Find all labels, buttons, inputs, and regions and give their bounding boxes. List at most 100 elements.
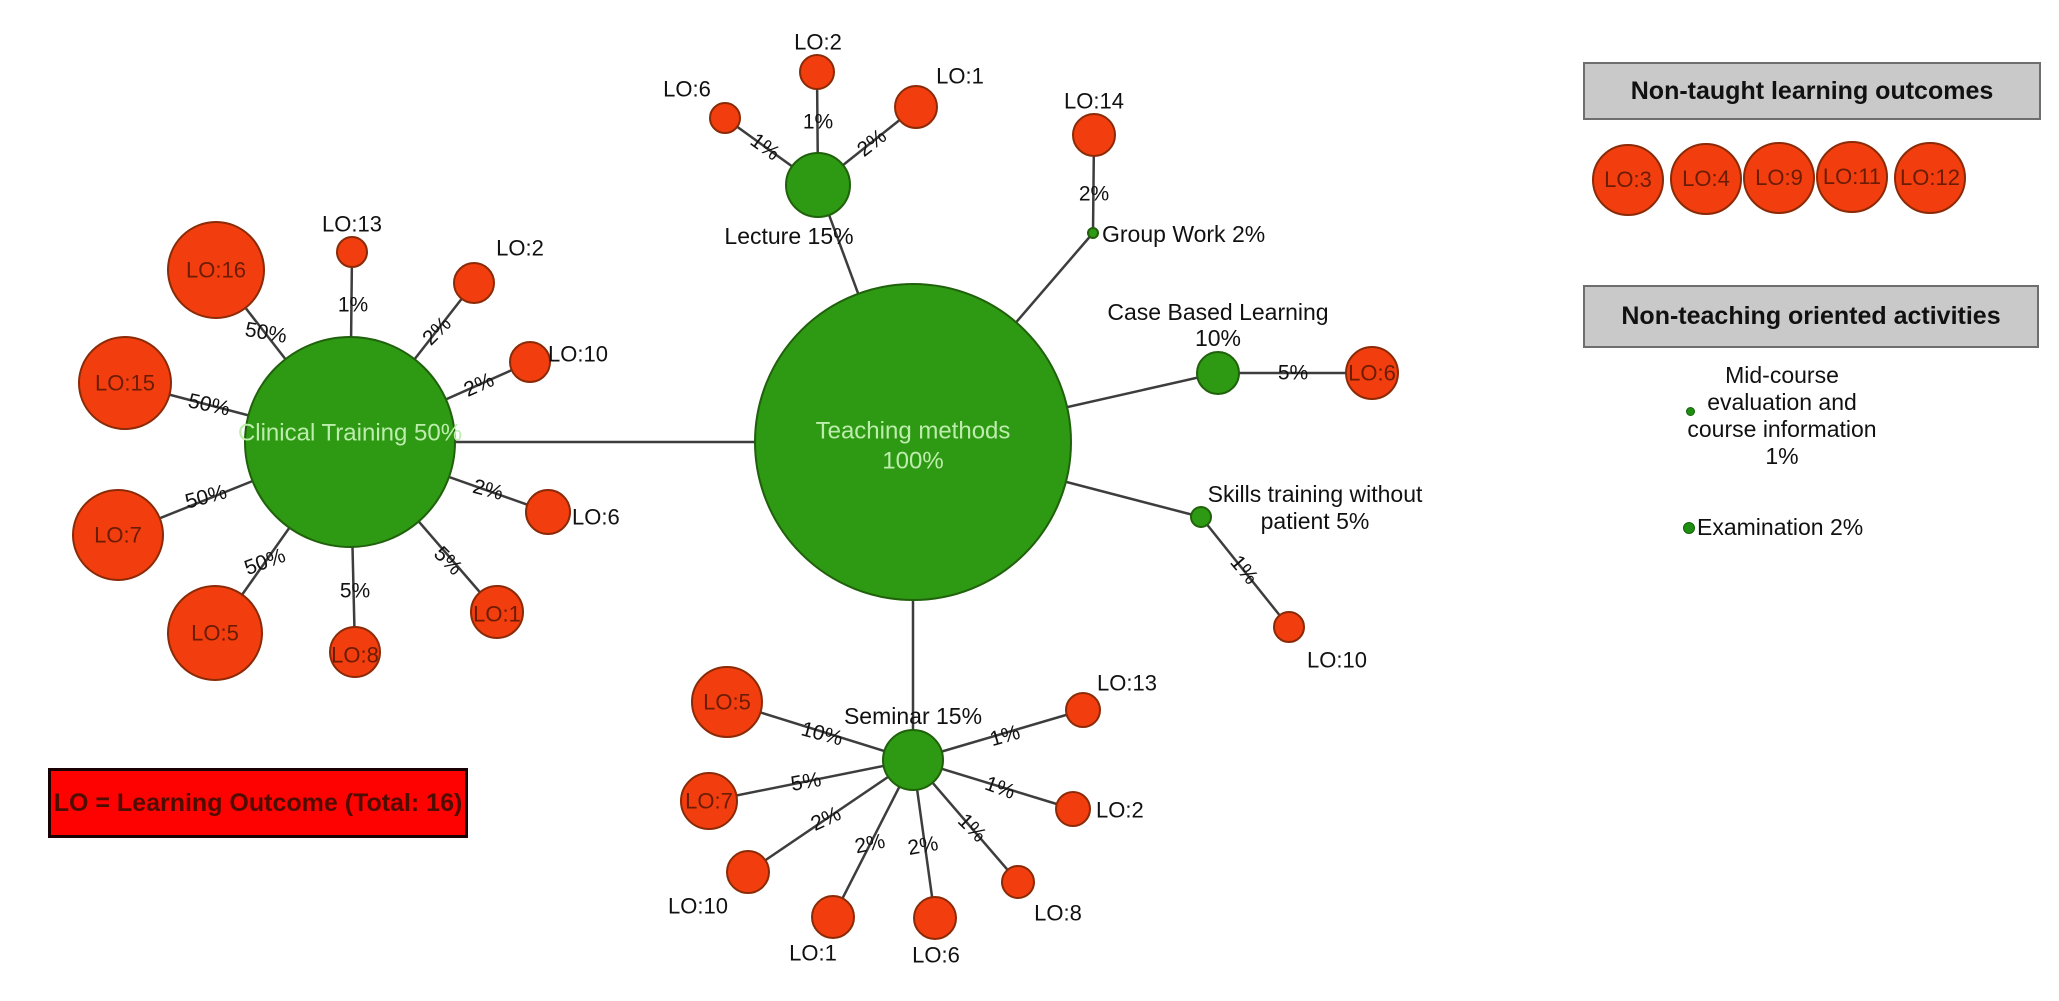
edge-label-clinical-cl_lo10: 2% xyxy=(460,368,497,401)
label-cbl-lo6: LO:6 xyxy=(1348,361,1396,386)
label-lo14: LO:14 xyxy=(1064,89,1124,114)
label-clinical-lo13: LO:13 xyxy=(322,212,382,237)
edge-label-seminar-sem_lo10: 2% xyxy=(807,802,844,836)
edge-label-lecture-lec_lo2: 1% xyxy=(803,111,833,134)
label-lo16: LO:16 xyxy=(186,258,246,283)
label-clinical-lo8: LO:8 xyxy=(331,643,379,668)
node-clinical-training xyxy=(244,336,456,548)
label-lecture-lo1: LO:1 xyxy=(936,64,984,89)
label-clinical-lo1: LO:1 xyxy=(473,602,521,627)
label-clinical-lo2: LO:2 xyxy=(496,236,544,261)
label-lecture: Lecture 15% xyxy=(724,223,853,249)
label-group-work: Group Work 2% xyxy=(1102,221,1265,247)
mid-course-line2: evaluation and xyxy=(1707,389,1857,415)
non-taught-outcomes-header: Non-taught learning outcomes xyxy=(1583,62,2041,120)
label-skills-line1: Skills training without xyxy=(1208,481,1423,507)
node-lecture-lo1 xyxy=(894,85,938,129)
label-seminar-lo2: LO:2 xyxy=(1096,798,1144,823)
edge-label-cbl-cbl_lo6: 5% xyxy=(1278,362,1308,385)
examination-entry: Examination 2% xyxy=(1683,514,1863,541)
node-seminar-lo2 xyxy=(1055,791,1091,827)
edge-label-seminar-sem_lo13: 1% xyxy=(987,721,1023,751)
edge-label-seminar-sem_lo7: 5% xyxy=(789,768,823,796)
node-cbl-lo6 xyxy=(1345,346,1399,400)
label-seminar-lo10: LO:10 xyxy=(668,894,728,919)
label-seminar-lo8: LO:8 xyxy=(1034,901,1082,926)
node-seminar xyxy=(882,729,944,791)
node-lecture xyxy=(785,152,851,218)
label-lo15: LO:15 xyxy=(95,371,155,396)
node-group-work xyxy=(1087,227,1099,239)
node-clinical-lo8 xyxy=(329,626,381,678)
label-seminar-lo13: LO:13 xyxy=(1097,671,1157,696)
edge-seminar-sem_lo7 xyxy=(708,758,914,803)
node-clinical-lo2 xyxy=(453,262,495,304)
node-clinical-lo7 xyxy=(72,489,164,581)
node-seminar-lo8 xyxy=(1001,865,1035,899)
mid-course-pct: 1% xyxy=(1765,443,1799,469)
label-clinical-lo7: LO:7 xyxy=(94,523,142,548)
edge-label-groupwork-gw_lo14: 2% xyxy=(1079,183,1109,206)
edge-label-skills-sk_lo10: 1% xyxy=(1225,551,1262,589)
label-teaching-methods-pct: 100% xyxy=(882,448,943,475)
node-clinical-lo6 xyxy=(525,489,571,535)
node-lecture-lo6 xyxy=(709,102,741,134)
node-teaching-methods xyxy=(754,283,1072,601)
label-lecture-lo2: LO:2 xyxy=(794,30,842,55)
label-skills-lo10: LO:10 xyxy=(1307,648,1367,673)
edge-label-clinical-cl_lo7: 50% xyxy=(183,480,230,513)
node-clinical-lo1 xyxy=(470,585,524,639)
legend-lo11-circle: LO:11 xyxy=(1816,141,1888,213)
edge-label-clinical-cl_lo5: 50% xyxy=(241,544,288,580)
node-seminar-lo13 xyxy=(1065,692,1101,728)
label-cbl: Case Based Learning xyxy=(1107,299,1328,325)
label-seminar-lo1: LO:1 xyxy=(789,941,837,966)
edge-label-clinical-cl_lo16: 50% xyxy=(243,318,288,348)
node-clinical-lo15 xyxy=(78,336,172,430)
edge-label-lecture-lec_lo6: 1% xyxy=(746,129,784,165)
node-groupwork-lo14 xyxy=(1072,113,1116,157)
label-lecture-lo6: LO:6 xyxy=(663,77,711,102)
examination-dot-icon xyxy=(1683,521,1695,534)
legend-lo9-circle: LO:9 xyxy=(1743,142,1815,214)
label-seminar-lo6: LO:6 xyxy=(912,943,960,968)
legend-lo12-circle: LO:12 xyxy=(1894,142,1966,214)
node-skills-lo10 xyxy=(1273,611,1305,643)
label-teaching-methods: Teaching methods xyxy=(816,418,1011,445)
label-cbl-pct: 10% xyxy=(1195,325,1241,351)
node-seminar-lo6 xyxy=(913,896,957,940)
non-taught-outcomes-title: Non-taught learning outcomes xyxy=(1630,76,1994,105)
edge-label-clinical-cl_lo13: 1% xyxy=(338,294,368,317)
edge-label-seminar-sem_lo5: 10% xyxy=(799,717,846,750)
node-seminar-lo1 xyxy=(811,895,855,939)
legend-lo4-circle: LO:4 xyxy=(1670,143,1742,215)
label-clinical-lo6: LO:6 xyxy=(572,505,620,530)
node-lecture-lo2 xyxy=(799,54,835,90)
label-clinical-training: Clinical Training 50% xyxy=(238,420,462,447)
edge-label-seminar-sem_lo6: 2% xyxy=(906,832,940,860)
non-teaching-activities-title: Non-teaching oriented activities xyxy=(1621,302,2001,330)
edge-label-seminar-sem_lo2: 1% xyxy=(982,772,1018,804)
node-clinical-lo13 xyxy=(336,236,368,268)
label-seminar-lo5: LO:5 xyxy=(703,690,751,715)
mid-course-line3: course information xyxy=(1687,416,1877,442)
edge-skills-sk_lo10 xyxy=(1200,516,1290,628)
node-seminar-lo7 xyxy=(680,772,738,830)
node-seminar-lo10 xyxy=(726,850,770,894)
label-clinical-lo5: LO:5 xyxy=(191,621,239,646)
edge-label-clinical-cl_lo2: 2% xyxy=(418,312,456,350)
examination-label: Examination 2% xyxy=(1697,514,1864,540)
label-seminar: Seminar 15% xyxy=(844,703,982,729)
legend-lo3-label: LO:3 xyxy=(1604,167,1652,192)
node-clinical-lo5 xyxy=(167,585,263,681)
node-clinical-lo16 xyxy=(167,221,265,319)
label-skills-line2: patient 5% xyxy=(1261,508,1370,534)
label-clinical-lo10: LO:10 xyxy=(548,342,608,367)
lo-note-box: LO = Learning Outcome (Total: 16) xyxy=(48,768,468,838)
edge-label-clinical-cl_lo15: 50% xyxy=(186,389,232,420)
non-teaching-activities-header: Non-teaching oriented activities xyxy=(1583,285,2039,348)
mid-course-line1: Mid-course xyxy=(1725,362,1839,388)
edge-label-clinical-cl_lo8: 5% xyxy=(340,580,370,603)
